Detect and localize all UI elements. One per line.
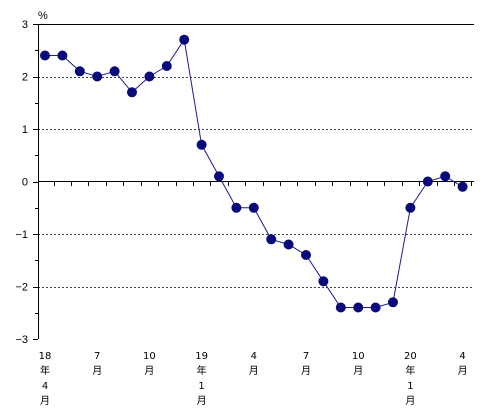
data-points: [40, 34, 468, 313]
x-tick-label-line: 月: [353, 365, 363, 377]
x-tick-label-line: 10: [352, 351, 365, 362]
data-point: [318, 276, 329, 287]
x-tick-label-line: 1: [407, 381, 413, 392]
data-point: [388, 297, 398, 308]
data-point: [370, 302, 381, 313]
data-point: [231, 202, 242, 213]
y-tick-label: −1: [15, 229, 28, 241]
data-point: [57, 50, 68, 61]
x-tick-label-line: 18: [39, 351, 52, 362]
data-point: [161, 61, 172, 71]
x-tick-label-line: 1: [198, 381, 204, 392]
y-tick-label: 2: [22, 72, 28, 84]
x-tick-label-line: 4: [251, 351, 257, 362]
data-point: [301, 250, 311, 260]
x-tick-label-line: 月: [249, 365, 259, 377]
x-tick-label: 7月: [301, 351, 311, 377]
x-tick-label-line: 月: [92, 365, 102, 377]
x-tick-label-line: 月: [144, 365, 154, 377]
data-point: [144, 71, 155, 82]
x-tick-label: 10 月: [143, 351, 156, 377]
data-point: [179, 34, 190, 45]
data-point: [335, 302, 346, 313]
x-tick-label-line: 月: [405, 395, 415, 407]
y-tick-label: −2: [15, 282, 28, 294]
x-tick-label-line: 月: [197, 395, 207, 407]
x-tick-label: 18 年 4 月: [39, 351, 52, 407]
x-tick-label-line: 月: [301, 365, 311, 377]
y-tick-labels: 3 2 1 0 −1 −2 −3: [15, 19, 28, 346]
x-tick-label: 19 年 1 月: [195, 351, 208, 407]
data-point: [440, 171, 451, 182]
x-tick-label-line: 月: [458, 365, 468, 377]
data-point: [74, 66, 85, 77]
x-tick-label-line: 7: [303, 351, 309, 362]
x-tick-label: 7月: [92, 351, 102, 377]
data-point: [353, 302, 364, 313]
y-tick-label: 1: [22, 124, 28, 136]
data-point: [283, 239, 294, 250]
data-point: [109, 66, 120, 77]
unit-label: %: [38, 10, 48, 22]
x-tick-label-line: 4: [459, 351, 465, 362]
y-tick-label: −3: [15, 334, 28, 346]
x-tick-label-line: 19: [195, 351, 208, 362]
data-point: [196, 139, 207, 150]
data-point: [266, 234, 277, 245]
x-tick-label-line: 20: [404, 351, 417, 362]
data-point: [214, 171, 224, 182]
x-tick-label-line: 4: [42, 381, 48, 392]
x-tick-label: 20 年 1 月: [404, 351, 417, 407]
axes: [33, 24, 474, 340]
data-point: [457, 181, 468, 192]
series-line: [45, 38, 463, 308]
x-tick-label: 4月: [249, 351, 259, 377]
data-point: [127, 87, 137, 98]
x-tick-label-line: 年: [40, 364, 50, 377]
x-tick-label-line: 7: [94, 351, 100, 362]
data-point: [248, 202, 259, 213]
grid-lines: [38, 77, 474, 288]
x-tick-label-line: 年: [197, 364, 207, 377]
data-point: [422, 176, 433, 187]
y-tick-label: 3: [22, 19, 28, 31]
x-tick-label-line: 年: [405, 364, 415, 377]
x-tick-label-line: 10: [143, 351, 156, 362]
data-point: [40, 50, 50, 61]
series-polyline: [45, 38, 463, 308]
x-tick-label-line: 月: [40, 395, 50, 407]
y-tick-label: 0: [22, 177, 28, 189]
data-point: [92, 71, 103, 82]
data-point: [405, 202, 416, 213]
x-tick-label: 10 月: [352, 351, 365, 377]
x-tick-label: 4月: [458, 351, 468, 377]
